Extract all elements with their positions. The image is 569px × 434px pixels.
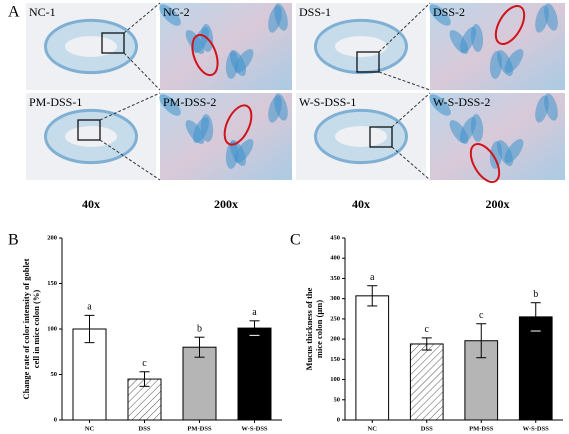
y-tick-label: 200 [47,234,57,241]
y-axis-label: Mucus thickness of the [304,287,314,370]
image-label: NC-2 [163,5,190,19]
y-tick-label: 150 [47,280,57,287]
significance-letter: a [252,307,257,318]
zoom-box [101,32,125,54]
significance-letter: c [425,324,430,335]
bar [182,346,217,421]
significance-letter: a [87,302,92,313]
x-tick-label: DSS [421,425,433,432]
image-label: DSS-2 [433,5,465,19]
panel-label: A [8,4,20,21]
tissue-lumen [65,126,117,147]
panel-label: C [290,232,301,249]
significance-letter: b [197,323,202,334]
y-axis-label: cell in mice colon (%) [31,290,41,369]
significance-letter: c [479,310,484,321]
zoom-box [369,126,393,148]
y-tick-label: 300 [330,295,340,302]
zoom-line [378,71,431,91]
image-label: PM-DSS-1 [29,95,82,109]
y-tick-label: 50 [51,371,58,378]
x-tick-label: NC [85,425,95,432]
crypt [185,120,205,144]
crypt [268,95,282,123]
highlight [223,104,253,146]
panel-label: B [8,232,19,249]
x-tick-label: W-S-DSS [241,425,268,432]
y-tick-label: 150 [330,356,340,363]
crypt [225,51,239,79]
y-tick-label: 400 [330,255,340,262]
magnification: 40x [352,197,370,211]
significance-letter: b [533,289,538,300]
magnification: 200x [214,197,238,211]
x-tick-label: W-S-DSS [523,425,550,432]
bar [409,343,444,421]
bar [518,316,553,421]
crypt [185,30,205,54]
crypt [535,95,549,123]
crypt [159,4,181,26]
image-label: PM-DSS-2 [163,95,216,109]
image-label: W-S-DSS-1 [299,95,356,109]
zoom-box [77,119,101,141]
x-tick-label: PM-DSS [469,425,494,432]
y-tick-label: 0 [54,416,57,423]
x-tick-label: DSS [139,425,151,432]
crypt [489,51,503,79]
crypt [225,141,239,169]
y-tick-label: 50 [334,396,341,403]
y-tick-label: 100 [330,376,340,383]
crypt [449,30,469,54]
highlight [191,33,219,77]
x-tick-label: NC [368,425,378,432]
zoom-line [99,139,161,181]
zoom-line [391,146,431,181]
crypt [429,94,451,116]
crypt [489,141,503,169]
y-tick-label: 250 [330,315,340,322]
y-tick-label: 450 [330,234,340,241]
image-label: DSS-1 [299,5,331,19]
image-label: W-S-DSS-2 [433,95,490,109]
tissue-lumen [335,126,387,147]
zoom-line [378,2,431,53]
bar [355,295,390,421]
significance-letter: a [370,272,375,283]
highlight [469,143,501,183]
crypt [535,5,549,33]
x-tick-label: PM-DSS [187,425,212,432]
y-tick-label: 100 [47,325,57,332]
y-tick-label: 200 [330,336,340,343]
crypt [159,94,181,116]
zoom-line [391,92,431,128]
bar [72,328,107,421]
image-label: NC-1 [29,5,56,19]
magnification: 40x [82,197,100,211]
crypt [449,120,469,144]
bar [237,327,272,421]
y-tick-label: 350 [330,275,340,282]
crypt [268,5,282,33]
crypt [429,4,451,26]
zoom-line [123,2,161,34]
zoom-line [123,52,161,91]
zoom-line [99,92,161,121]
y-axis-label: mice colon (μm) [314,300,324,358]
y-axis-label: Change rate of color intensity of goblet [21,258,31,399]
magnification: 200x [486,197,510,211]
zoom-box [356,51,380,73]
y-tick-label: 0 [337,416,340,423]
tissue-lumen [65,36,117,57]
significance-letter: c [142,358,147,369]
highlight [494,5,526,45]
